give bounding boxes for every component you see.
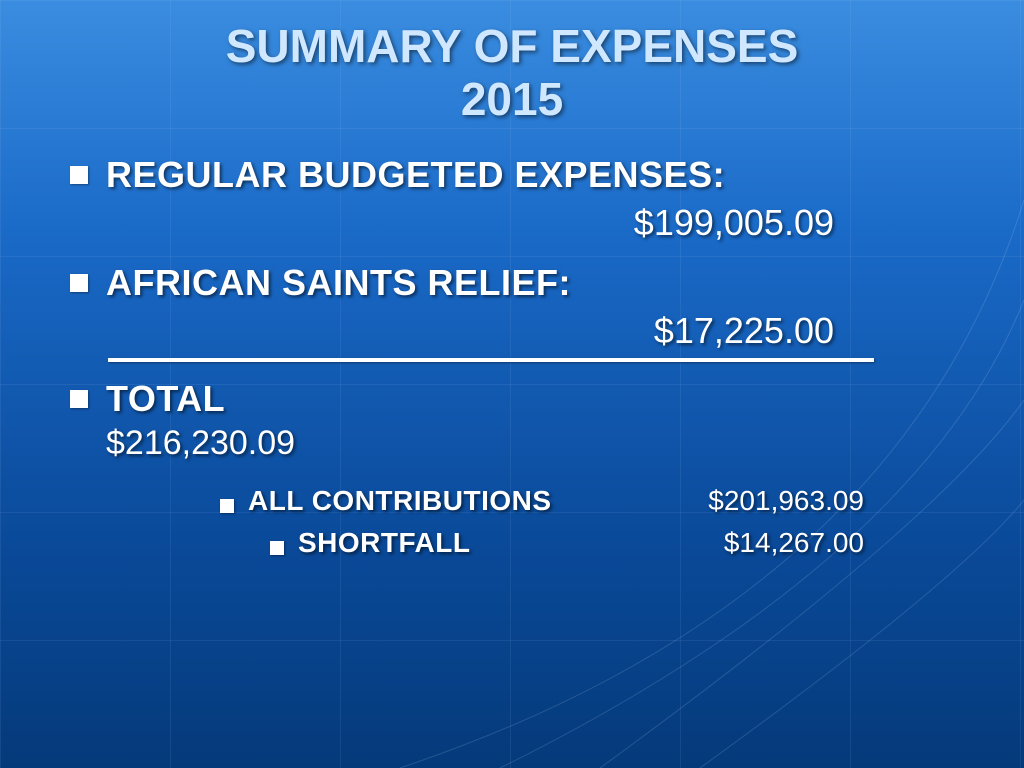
title-line-2: 2015 xyxy=(60,73,964,126)
bullet-icon xyxy=(270,541,284,555)
divider-line xyxy=(108,358,874,362)
item-total-label: TOTAL xyxy=(106,378,225,420)
item-african-label: AFRICAN SAINTS RELIEF: xyxy=(106,262,571,304)
slide-title: SUMMARY OF EXPENSES 2015 xyxy=(60,20,964,126)
item-shortfall: SHORTFALL $14,267.00 xyxy=(60,527,964,559)
item-regular: REGULAR BUDGETED EXPENSES: xyxy=(60,154,964,196)
item-shortfall-amount: $14,267.00 xyxy=(724,527,964,559)
item-shortfall-label: SHORTFALL xyxy=(298,527,471,559)
item-contributions-amount: $201,963.09 xyxy=(708,485,964,517)
item-regular-label: REGULAR BUDGETED EXPENSES: xyxy=(106,154,725,196)
item-contributions: ALL CONTRIBUTIONS $201,963.09 xyxy=(60,485,964,517)
bullet-icon xyxy=(70,166,88,184)
slide: SUMMARY OF EXPENSES 2015 REGULAR BUDGETE… xyxy=(0,0,1024,768)
item-contributions-label: ALL CONTRIBUTIONS xyxy=(248,485,552,517)
item-regular-amount: $199,005.09 xyxy=(60,202,964,244)
title-line-1: SUMMARY OF EXPENSES xyxy=(60,20,964,73)
bullet-icon xyxy=(70,274,88,292)
item-african: AFRICAN SAINTS RELIEF: xyxy=(60,262,964,304)
item-total-amount: $216,230.09 xyxy=(60,424,964,463)
item-total: TOTAL xyxy=(60,378,964,420)
bullet-icon xyxy=(220,499,234,513)
item-african-amount: $17,225.00 xyxy=(60,310,964,352)
bullet-icon xyxy=(70,390,88,408)
